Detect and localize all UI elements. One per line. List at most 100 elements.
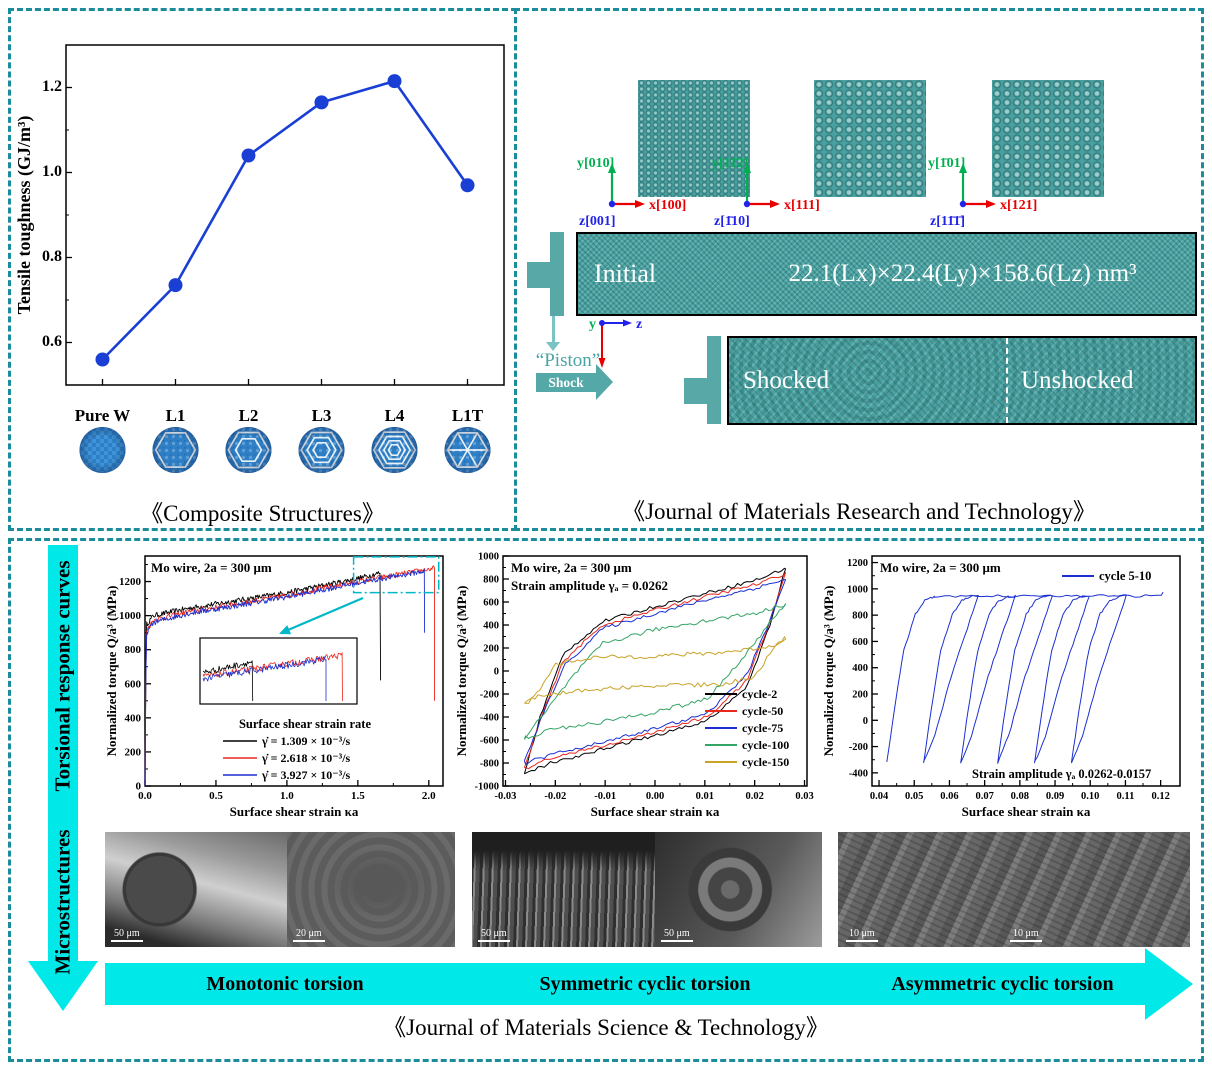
- lattice-111: [814, 80, 926, 197]
- svg-text:cycle-150: cycle-150: [742, 755, 789, 769]
- piston-stem-bottom: [684, 378, 708, 404]
- svg-text:z[11̄1̄]: z[11̄1̄]: [930, 214, 965, 229]
- svg-text:1.5: 1.5: [351, 790, 365, 802]
- svg-text:0.11: 0.11: [1117, 791, 1135, 802]
- piston-stem-top: [527, 262, 551, 288]
- svg-text:y[010]: y[010]: [577, 156, 614, 171]
- scale-bar: 10 μm: [1010, 928, 1042, 942]
- svg-text:γ̇ = 3.927 × 10⁻³/s: γ̇ = 3.927 × 10⁻³/s: [261, 768, 351, 782]
- svg-text:-200: -200: [480, 690, 499, 701]
- svg-text:0.01: 0.01: [696, 791, 714, 802]
- svg-text:800: 800: [852, 611, 868, 622]
- svg-text:0.04: 0.04: [870, 791, 889, 802]
- left-arrow-shaft: [48, 545, 78, 963]
- svg-text:cycle-2: cycle-2: [742, 687, 777, 701]
- svg-text:x[100]: x[100]: [649, 198, 686, 213]
- svg-text:0.02: 0.02: [745, 791, 763, 802]
- shock-front-divider: [1006, 338, 1008, 423]
- sem-asymmetric-surface: 10 μm 10 μm: [838, 832, 1190, 947]
- svg-text:-400: -400: [849, 768, 868, 779]
- svg-text:Normalized torque Q/a³ (MPa): Normalized torque Q/a³ (MPa): [105, 586, 119, 757]
- svg-text:L4: L4: [385, 406, 405, 425]
- shock-label: Shock: [548, 375, 584, 390]
- scale-bar: 50 μm: [661, 928, 693, 942]
- asymmetric-cyclic-label: Asymmetric cyclic torsion: [891, 973, 1114, 995]
- scale-bar: 50 μm: [478, 928, 510, 942]
- svg-text:0.8: 0.8: [42, 248, 62, 265]
- svg-text:-0.03: -0.03: [495, 791, 517, 802]
- sem-symmetric-splinter: 50 μm: [472, 832, 655, 947]
- shocked-label: Shocked: [743, 366, 830, 394]
- svg-text:1.0: 1.0: [280, 790, 294, 802]
- piston-down-arrow-head: [546, 342, 560, 351]
- svg-text:600: 600: [125, 678, 142, 690]
- svg-text:0.10: 0.10: [1081, 791, 1099, 802]
- svg-text:γ̇ = 2.618 × 10⁻³/s: γ̇ = 2.618 × 10⁻³/s: [261, 751, 351, 765]
- svg-text:1000: 1000: [478, 552, 499, 563]
- svg-text:1000: 1000: [119, 610, 142, 622]
- symmetric-cyclic-label: Symmetric cyclic torsion: [539, 973, 751, 995]
- svg-text:0: 0: [136, 781, 142, 793]
- crystal-axes-121: y[1̄01] x[121] z[11̄1̄]: [928, 156, 1037, 229]
- svg-text:0.12: 0.12: [1151, 791, 1169, 802]
- piston-bar-top: [550, 232, 564, 316]
- scale-bar: 20 μm: [293, 928, 325, 942]
- symmetric-cyclic-chart: -0.03 -0.02 -0.01 0.00 0.01 0.02 0.03 -1000 -800…: [455, 552, 814, 820]
- svg-text:200: 200: [483, 644, 499, 655]
- sem-symmetric-fracture: 50 μm: [655, 832, 822, 947]
- svg-text:L1: L1: [166, 406, 186, 425]
- svg-text:Strain amplitude γₐ = 0.0262: Strain amplitude γₐ = 0.0262: [511, 578, 668, 593]
- composite-structures-title: 《Composite Structures》: [140, 501, 385, 526]
- asymmetric-cyclic-chart: 0.04 0.05 0.06 0.07 0.08 0.09 0.10 0.11 0.12 -400…: [822, 555, 1181, 819]
- monotonic-torsion-chart: 0.0 0.5 1.0 1.5 2.0 0 200 400 600 800 1000 1200 Surf…: [105, 555, 444, 819]
- svg-text:1000: 1000: [847, 584, 868, 595]
- svg-text:-600: -600: [480, 736, 499, 747]
- initial-label: Initial: [594, 259, 657, 288]
- sem-monotonic-surface: 20 μm: [287, 832, 455, 947]
- svg-text:Surface shear strain κa: Surface shear strain κa: [230, 804, 359, 819]
- tensile-toughness-chart: 0.6 0.8 1.0 1.2 Tensile toughness (GJ/m³) Pur…: [16, 44, 505, 473]
- microstructures-label: Microstructures: [50, 829, 75, 975]
- svg-text:γ̇ = 1.309 × 10⁻³/s: γ̇ = 1.309 × 10⁻³/s: [261, 734, 351, 748]
- panel-shock-simulation: [514, 8, 1204, 531]
- svg-text:0.0: 0.0: [138, 790, 152, 802]
- lattice-121: [992, 80, 1104, 197]
- svg-text:0.6: 0.6: [42, 333, 62, 350]
- initial-sample-bar: Initial 22.1(Lx)×22.4(Ly)×158.6(Lz) nm³: [576, 232, 1197, 316]
- piston-down-arrow-line: [552, 316, 555, 342]
- process-arrow-head: [1145, 948, 1193, 1020]
- crystal-axes-100: y[010] x[100] z[001]: [577, 156, 686, 229]
- svg-text:200: 200: [852, 690, 868, 701]
- svg-text:0: 0: [494, 667, 499, 678]
- svg-text:cycle-100: cycle-100: [742, 738, 789, 752]
- sample-dimensions: 22.1(Lx)×22.4(Ly)×158.6(Lz) nm³: [788, 260, 1137, 287]
- svg-text:400: 400: [125, 712, 142, 724]
- svg-text:600: 600: [483, 598, 499, 609]
- svg-text:Strain amplitude γₐ 0.0262-0.0: Strain amplitude γₐ 0.0262-0.0157: [972, 767, 1151, 781]
- svg-text:z: z: [636, 317, 642, 332]
- svg-text:Tensile toughness (GJ/m³): Tensile toughness (GJ/m³): [16, 116, 35, 315]
- svg-text:-1000: -1000: [475, 782, 500, 793]
- svg-text:600: 600: [852, 637, 868, 648]
- unshocked-label: Unshocked: [1021, 366, 1134, 394]
- piston-label: “Piston”: [535, 350, 601, 371]
- svg-text:0.08: 0.08: [1011, 791, 1029, 802]
- svg-text:z[1̄10]: z[1̄10]: [714, 214, 750, 229]
- svg-text:0.06: 0.06: [940, 791, 958, 802]
- svg-text:Surface shear strain κa: Surface shear strain κa: [591, 804, 720, 819]
- svg-text:L1T: L1T: [452, 406, 484, 425]
- svg-text:800: 800: [125, 644, 142, 656]
- svg-text:L2: L2: [239, 406, 259, 425]
- svg-text:Pure W: Pure W: [75, 406, 131, 425]
- svg-text:z[001]: z[001]: [579, 214, 616, 229]
- process-arrow-shaft: [105, 963, 1145, 1005]
- svg-text:Normalized torque Q/a³ (MPa): Normalized torque Q/a³ (MPa): [455, 586, 469, 757]
- svg-text:-0.01: -0.01: [594, 791, 616, 802]
- jmst-title: 《Journal of Materials Science & Technolo…: [383, 1015, 829, 1040]
- svg-text:Mo wire, 2a = 300 μm: Mo wire, 2a = 300 μm: [511, 560, 632, 575]
- svg-text:0.03: 0.03: [795, 791, 813, 802]
- svg-text:800: 800: [483, 575, 499, 586]
- svg-text:1.0: 1.0: [42, 163, 62, 180]
- svg-text:Normalized torque Q/a³ (MPa): Normalized torque Q/a³ (MPa): [822, 586, 836, 757]
